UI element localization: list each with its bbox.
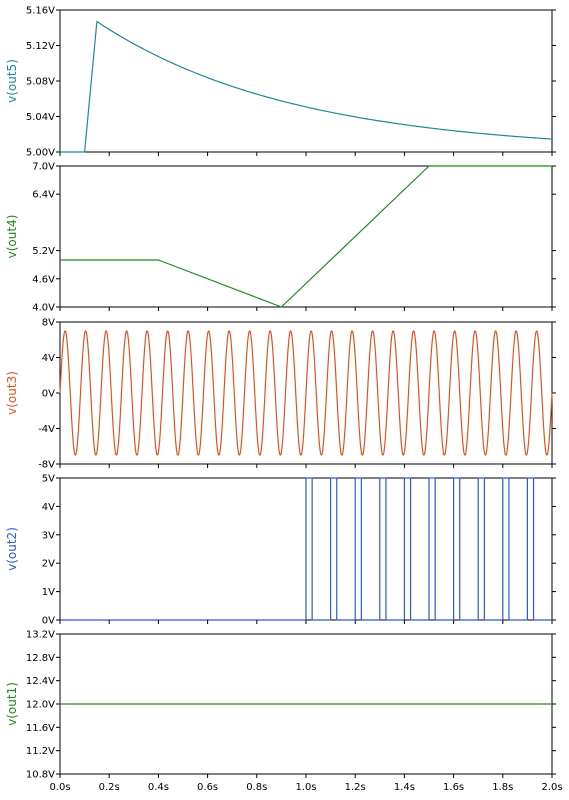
y-tick-label-out4: 7.0V (32, 162, 55, 173)
x-tick-label: 0.4s (148, 782, 169, 793)
x-tick-label: 1.6s (443, 782, 464, 793)
y-tick-label-out3: 8V (42, 318, 55, 329)
y-tick-label-out2: 4V (42, 502, 55, 513)
y-tick-label-out2: 0V (42, 616, 55, 627)
y-tick-label-out5: 5.00V (26, 148, 55, 159)
y-tick-label-out3: -8V (38, 460, 55, 471)
y-tick-label-out5: 5.16V (26, 6, 55, 17)
y-tick-label-out4: 5.2V (32, 246, 55, 257)
y-axis-label-out3: v(out3) (5, 371, 19, 415)
panel-frame-out4 (59, 165, 553, 308)
y-tick-label-out2: 3V (42, 530, 55, 541)
x-tick-label: 0.8s (246, 782, 267, 793)
y-tick-label-out2: 1V (42, 587, 55, 598)
trace-out4 (60, 165, 552, 308)
panel-frame-out5 (59, 9, 553, 153)
x-tick-label: 1.8s (492, 782, 513, 793)
y-tick-label-out4: 4.0V (32, 303, 55, 314)
trace-out5 (60, 20, 553, 153)
y-tick-label-out1: 12.0V (26, 700, 55, 711)
y-axis-label-out1: v(out1) (5, 682, 19, 726)
x-tick-label: 1.0s (295, 782, 316, 793)
y-tick-label-out1: 10.8V (26, 770, 55, 781)
trace-out2 (60, 477, 552, 621)
x-tick-label: 2.0s (541, 782, 562, 793)
y-tick-label-out1: 13.2V (26, 630, 55, 641)
y-tick-label-out1: 12.8V (26, 653, 55, 664)
y-axis-label-out4: v(out4) (5, 215, 19, 259)
y-axis-label-out5: v(out5) (5, 59, 19, 103)
y-tick-label-out1: 12.4V (26, 676, 55, 687)
x-tick-label: 1.2s (345, 782, 366, 793)
y-axis-label-out2: v(out2) (5, 527, 19, 571)
y-tick-label-out3: -4V (38, 424, 55, 435)
y-tick-label-out2: 5V (42, 474, 55, 485)
y-tick-label-out3: 4V (42, 353, 55, 364)
x-tick-label: 0.6s (197, 782, 218, 793)
y-tick-label-out5: 5.04V (26, 112, 55, 123)
y-tick-label-out4: 6.4V (32, 190, 55, 201)
y-tick-label-out5: 5.08V (26, 77, 55, 88)
y-tick-label-out3: 0V (42, 389, 55, 400)
y-tick-label-out1: 11.2V (26, 746, 55, 757)
x-tick-label: 1.4s (394, 782, 415, 793)
y-tick-label-out2: 2V (42, 559, 55, 570)
x-tick-label: 0.2s (99, 782, 120, 793)
x-tick-label: 0.0s (49, 782, 70, 793)
y-tick-label-out5: 5.12V (26, 41, 55, 52)
y-tick-label-out1: 11.6V (26, 723, 55, 734)
trace-out3 (59, 330, 553, 456)
y-tick-label-out4: 4.6V (32, 274, 55, 285)
